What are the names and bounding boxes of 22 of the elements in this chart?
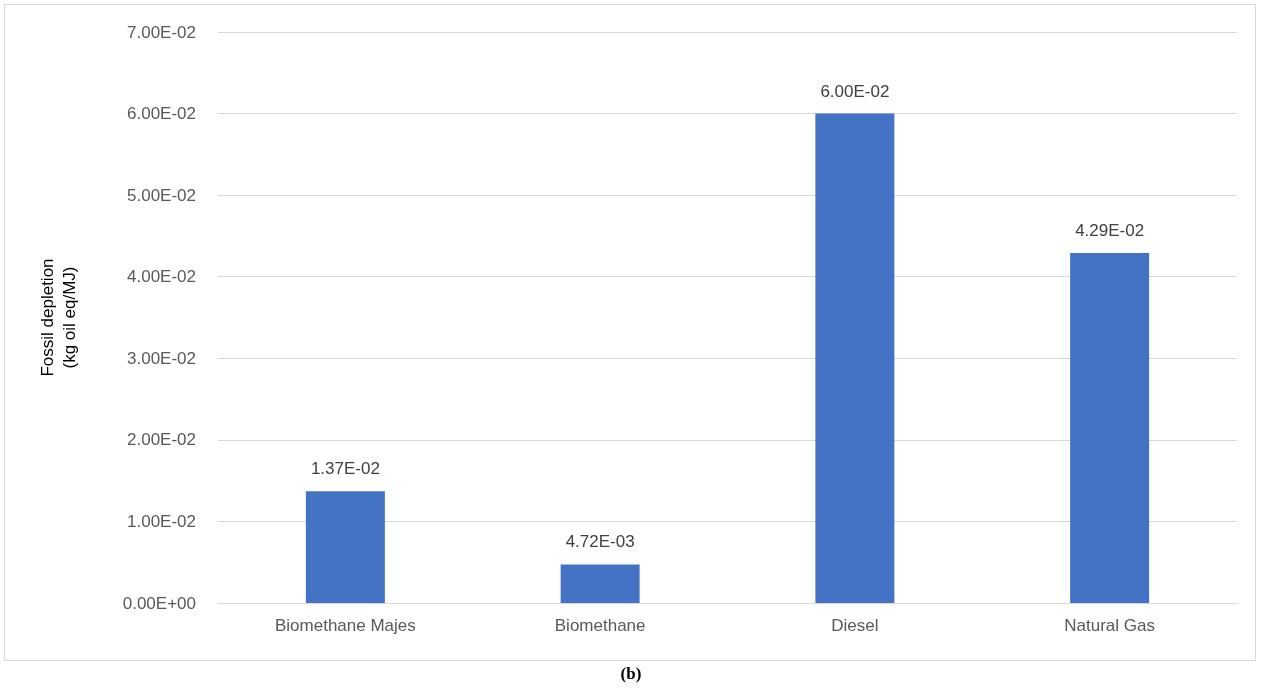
bar (305, 491, 385, 603)
data-label: 6.00E-02 (820, 81, 890, 101)
x-tick-label: Diesel (831, 616, 879, 635)
y-tick-label: 3.00E-02 (127, 348, 196, 368)
data-label: 1.37E-02 (310, 459, 380, 479)
y-tick-label: 2.00E-02 (127, 430, 196, 450)
data-label: 4.29E-02 (1075, 221, 1145, 241)
bar (815, 113, 895, 603)
y-tick-label: 5.00E-02 (127, 185, 196, 205)
x-tick-label: Biomethane (554, 616, 646, 635)
y-axis-title: Fossil depletion (kg oil eq/MJ) (37, 258, 79, 377)
data-label: 4.72E-03 (565, 532, 635, 552)
y-tick-label: 4.00E-02 (127, 267, 196, 287)
y-tick-label: 7.00E-02 (127, 22, 196, 42)
text: (b) (619, 664, 643, 684)
bar (560, 564, 640, 603)
x-tick-label: Natural Gas (1064, 616, 1155, 635)
y-tick-label: 1.00E-02 (127, 511, 196, 531)
bar (1070, 253, 1150, 603)
y-tick-label: 0.00E+00 (122, 593, 196, 613)
y-tick-label: 6.00E-02 (127, 104, 196, 124)
x-tick-label: Biomethane Majes (274, 616, 416, 635)
